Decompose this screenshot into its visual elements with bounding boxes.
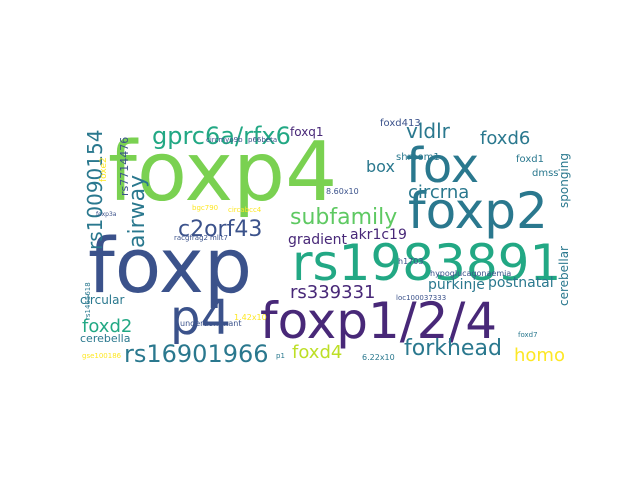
word-cloud-word: circrna <box>408 182 469 203</box>
word-cloud-word: rs10090154 <box>83 130 107 250</box>
word-cloud-word: 8.60x10 <box>326 187 359 196</box>
word-cloud-word: foxd6 <box>480 128 530 149</box>
word-cloud-word: foxd413 <box>380 118 421 129</box>
word-cloud-word: airway <box>125 175 150 248</box>
word-cloud-word: hypoglucagonaemia <box>430 269 511 278</box>
word-cloud-word: rs16901966 <box>124 340 269 368</box>
word-cloud-word: loc100037333 <box>396 294 446 302</box>
word-cloud-word: p1 <box>276 352 285 360</box>
word-cloud-word: circabcc4 <box>228 206 262 214</box>
word-cloud-word: sponging <box>557 153 571 208</box>
word-cloud-word: foxd2 <box>82 316 132 337</box>
word-cloud-word: subfamily <box>290 205 397 230</box>
word-cloud-word: foxp1/2/4 <box>260 292 497 350</box>
word-cloud-word: foxd7 <box>518 331 538 339</box>
word-cloud-word: fox <box>406 138 479 194</box>
word-cloud-word: 6.22x10 <box>362 353 395 362</box>
word-cloud-word: foxp <box>88 221 252 310</box>
word-cloud-word: foxd1 <box>516 154 544 165</box>
word-cloud-word: foxp3a <box>96 211 117 218</box>
word-cloud-word: circular <box>80 293 124 307</box>
word-cloud-word: foxp2 <box>408 182 548 240</box>
word-cloud-word: racgfrag2 <box>174 234 208 242</box>
word-cloud-word: shroom1 <box>396 152 440 163</box>
word-cloud-word: p4 <box>170 290 231 346</box>
word-cloud-word: mllt7 <box>210 234 228 242</box>
word-cloud-word: foxp4 <box>108 125 337 220</box>
word-cloud-word: cerebellar <box>557 246 571 306</box>
word-cloud-word: rs339331 <box>290 282 376 303</box>
word-cloud-word: dmss <box>532 168 559 179</box>
word-cloud-word: c2orf43 <box>178 217 262 242</box>
word-cloud-word: forkhead <box>404 336 502 361</box>
word-cloud-word: 1.42x10 <box>234 313 267 322</box>
word-cloud-word: postnatal <box>488 275 554 291</box>
word-cloud-word: foxd4 <box>292 342 342 363</box>
word-cloud-word: akr1c19 <box>350 227 407 243</box>
word-cloud-word: gradient <box>288 232 347 248</box>
word-cloud-word: foxe2 <box>99 157 109 182</box>
word-cloud-word: rs7714476 <box>118 137 131 196</box>
word-cloud-word: rs1983891 <box>292 234 561 292</box>
word-cloud-word: gse100186 <box>82 352 122 360</box>
word-cloud-word: vldlr <box>406 119 451 143</box>
word-cloud-word: purkinje <box>428 277 485 293</box>
word-cloud-word: bgc790 <box>192 204 218 212</box>
word-cloud-word: gprc6a/rfx6 <box>152 122 291 150</box>
word-cloud-word: cerebella <box>80 332 130 345</box>
word-cloud-word: homo <box>514 345 565 366</box>
word-cloud-word: underdominant <box>180 319 241 328</box>
word-cloud-word: circmyo9b <box>206 136 243 144</box>
word-cloud-word: box <box>366 157 395 176</box>
word-cloud-word: rs1465618 <box>84 282 92 320</box>
word-cloud-word: h1703 <box>398 257 423 266</box>
word-cloud-word: foxq1 <box>290 125 324 139</box>
word-cloud-word: p66beta <box>248 136 277 144</box>
